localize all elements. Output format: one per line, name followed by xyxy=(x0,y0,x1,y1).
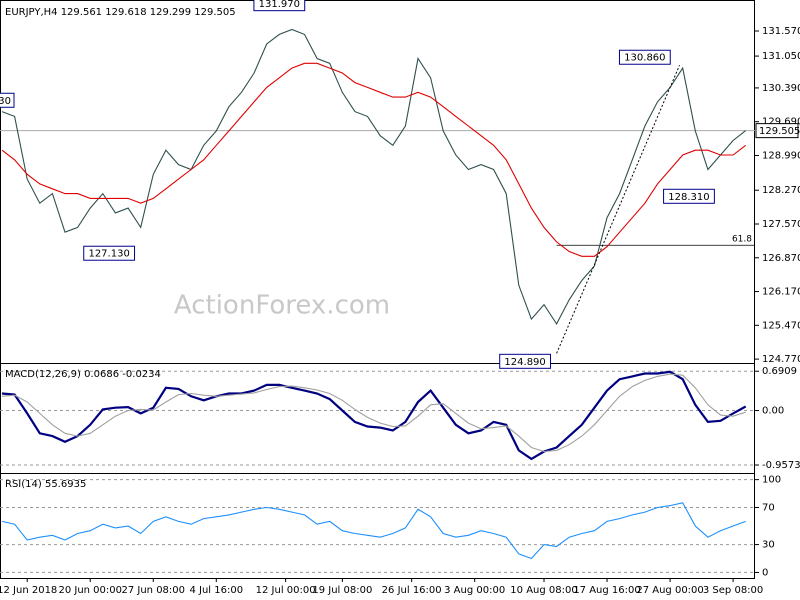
y-tick-label: 70 xyxy=(762,502,775,513)
price-label-box xyxy=(618,49,671,65)
price-label: 128.310 xyxy=(668,192,709,203)
x-tick-label: 12 Jul 00:00 xyxy=(256,585,316,596)
frame xyxy=(0,0,755,579)
y-tick-label: 125.470 xyxy=(762,320,800,331)
x-tick-label: 3 Aug 00:00 xyxy=(444,585,505,596)
y-tick-label: 0 xyxy=(762,567,768,578)
fib-label: 61.8 xyxy=(732,235,752,245)
price-label: 30 xyxy=(0,96,11,107)
x-tick-label: 3 Sep 08:00 xyxy=(703,585,763,596)
y-tick-label: 0.6909 xyxy=(762,366,797,377)
x-tick-label: 4 Jul 16:00 xyxy=(189,585,243,596)
y-tick-label: 127.570 xyxy=(762,219,800,230)
y-tick-label: 30 xyxy=(762,540,775,551)
y-tick-label: 0.00 xyxy=(762,406,784,417)
series-line xyxy=(1,28,747,325)
y-tick-label: 129.690 xyxy=(762,117,800,128)
x-tick-label: 19 Jul 08:00 xyxy=(312,585,372,596)
price-label-box xyxy=(499,353,552,369)
y-tick-label: 128.270 xyxy=(762,185,800,196)
panel-title: EURJPY,H4 129.561 129.618 129.299 129.50… xyxy=(5,7,236,18)
price-label: 131.970 xyxy=(259,0,300,10)
panel-title: RSI(14) 55.6935 xyxy=(5,479,86,490)
series-line xyxy=(1,62,747,257)
series-line xyxy=(1,370,747,461)
x-tick-label: 27 Jun 08:00 xyxy=(121,585,185,596)
last-price-box xyxy=(755,123,799,139)
y-tick-label: 131.570 xyxy=(762,26,800,37)
trendline xyxy=(556,65,680,354)
price-label-box xyxy=(0,92,15,108)
y-tick-label: 124.770 xyxy=(762,354,800,365)
panel-title: MACD(12,26,9) 0.0686 -0.0234 xyxy=(5,369,161,380)
y-tick-label: 128.990 xyxy=(762,150,800,161)
x-tick-label: 12 Jun 2018 xyxy=(0,585,57,596)
x-tick-label: 17 Aug 16:00 xyxy=(573,585,640,596)
x-tick-label: 26 Jul 16:00 xyxy=(382,585,442,596)
y-tick-label: 130.390 xyxy=(762,83,800,94)
y-tick-label: 126.170 xyxy=(762,287,800,298)
series-line xyxy=(1,502,746,560)
price-label: 127.130 xyxy=(88,249,129,260)
price-label: 124.890 xyxy=(504,357,545,368)
series-line xyxy=(1,373,746,453)
price-label: 130.860 xyxy=(624,53,665,64)
y-tick-label: 100 xyxy=(762,475,781,486)
price-label-box xyxy=(253,0,306,12)
price-label-box xyxy=(83,245,136,261)
last-price-label: 129.505 xyxy=(759,126,800,137)
x-tick-label: 10 Aug 08:00 xyxy=(510,585,577,596)
y-tick-label: 131.050 xyxy=(762,51,800,62)
price-label-box xyxy=(663,188,715,204)
y-tick-label: -0.9573 xyxy=(762,460,800,471)
x-tick-label: 20 Jun 00:00 xyxy=(58,585,122,596)
watermark: ActionForex.com xyxy=(174,291,390,321)
y-tick-label: 126.870 xyxy=(762,253,800,264)
x-tick-label: 27 Aug 00:00 xyxy=(636,585,703,596)
